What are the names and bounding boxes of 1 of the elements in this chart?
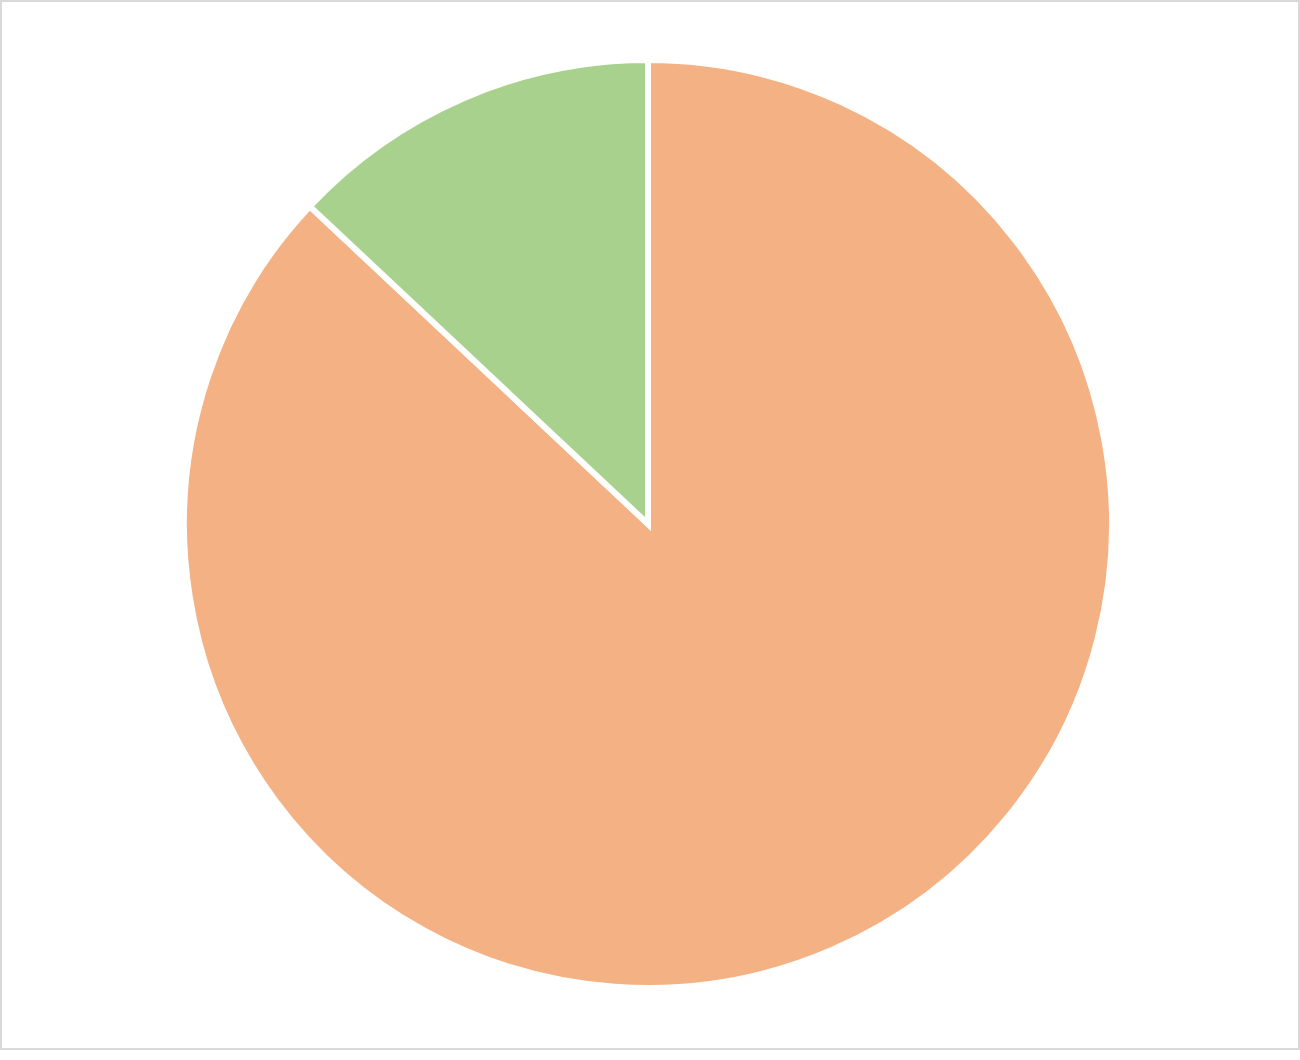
pie-slice [181,57,1115,991]
